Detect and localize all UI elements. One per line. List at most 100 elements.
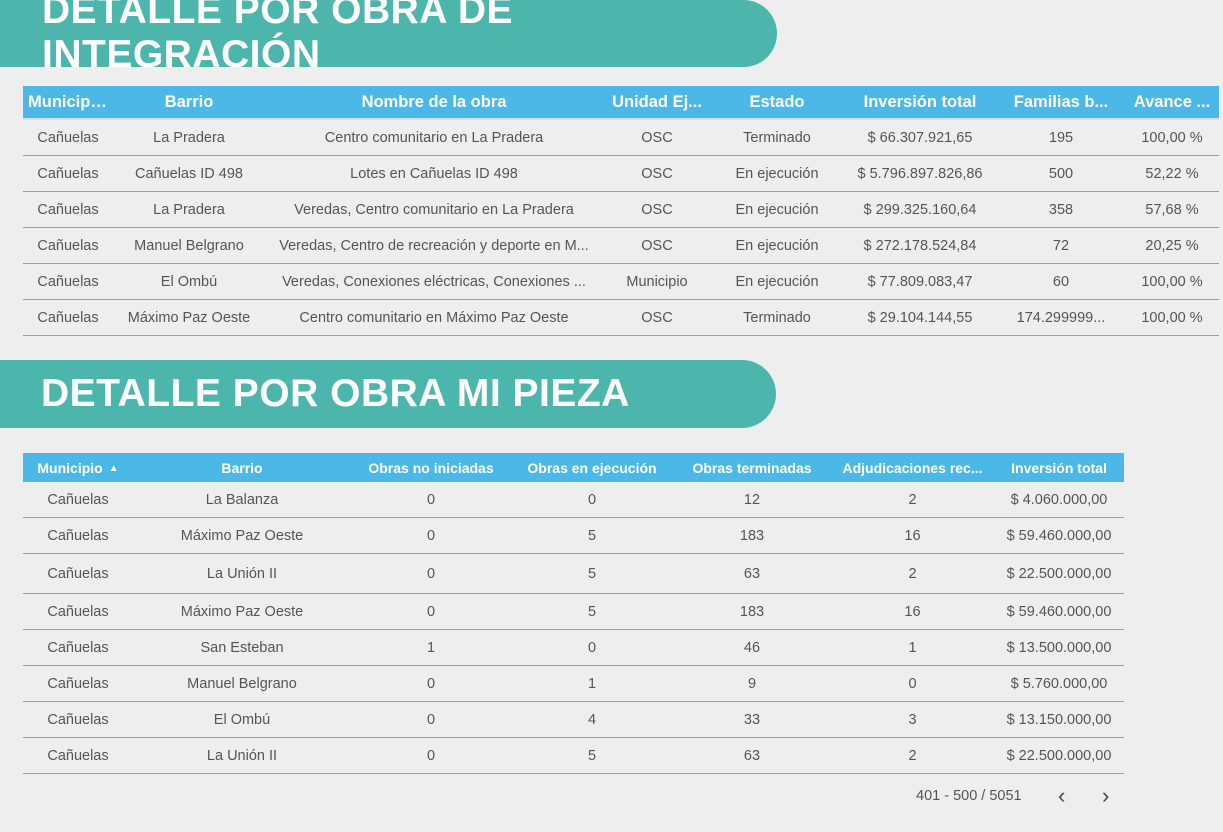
pagination-range: 401 - 500 / 5051 [916,788,1022,804]
table-row[interactable]: Cañuelas Manuel Belgrano Veredas, Centro d… [23,227,1219,264]
header-row: Municipio ▲ Barrio Obras no iniciadas Obr… [23,453,1124,482]
section-title: DETALLE POR OBRA MI PIEZA [41,372,630,415]
cell-inversion-total: $ 299.325.160,64 [843,191,997,228]
col-header-nombre-obra[interactable]: Nombre de la obra [265,86,603,119]
cell-adjudicaciones: 16 [831,593,994,630]
col-header-estado[interactable]: Estado [711,86,843,119]
cell-inversion-total: $ 66.307.921,65 [843,118,997,156]
cell-avance: 20,25 % [1125,227,1219,264]
table-row[interactable]: Cañuelas Máximo Paz Oeste 0 5 183 16 $ 59.460.… [23,517,1124,554]
cell-obras-no-iniciadas: 1 [351,629,511,666]
cell-estado: En ejecución [711,191,843,228]
col-header-municipio[interactable]: Municipio ▲ [23,453,133,482]
table-row[interactable]: Cañuelas La Unión II 0 5 63 2 $ 22.500.000,00 [23,553,1124,594]
col-header-obras-no-iniciadas[interactable]: Obras no iniciadas [351,453,511,482]
cell-municipio: Cañuelas [23,299,113,336]
table-row[interactable]: Cañuelas El Ombú 0 4 33 3 $ 13.150.000,00 [23,701,1124,738]
cell-obras-terminadas: 12 [673,482,831,518]
table-row[interactable]: Cañuelas Máximo Paz Oeste Centro comunitar… [23,299,1219,336]
col-header-barrio[interactable]: Barrio [133,453,351,482]
cell-adjudicaciones: 2 [831,553,994,594]
cell-familias: 72 [997,227,1125,264]
cell-nombre-obra: Lotes en Cañuelas ID 498 [265,155,603,192]
col-header-avance[interactable]: Avance ... [1125,86,1219,119]
cell-obras-no-iniciadas: 0 [351,517,511,554]
cell-municipio: Cañuelas [23,701,133,738]
cell-adjudicaciones: 16 [831,517,994,554]
table-row[interactable]: Cañuelas Cañuelas ID 498 Lotes en Cañuelas… [23,155,1219,192]
col-header-familias[interactable]: Familias b... [997,86,1125,119]
cell-barrio: El Ombú [113,263,265,300]
cell-inversion-total: $ 59.460.000,00 [994,517,1124,554]
cell-barrio: El Ombú [133,701,351,738]
cell-inversion-total: $ 4.060.000,00 [994,482,1124,518]
cell-unidad-ejecutora: OSC [603,155,711,192]
cell-familias: 60 [997,263,1125,300]
section-banner-mi-pieza: DETALLE POR OBRA MI PIEZA [0,360,776,428]
cell-avance: 100,00 % [1125,299,1219,336]
cell-obras-en-ejecucion: 5 [511,553,673,594]
cell-inversion-total: $ 5.796.897.826,86 [843,155,997,192]
cell-estado: Terminado [711,118,843,156]
table-row[interactable]: Cañuelas La Pradera Veredas, Centro comuni… [23,191,1219,228]
col-header-unidad-ejecutora[interactable]: Unidad Ej... [603,86,711,119]
cell-inversion-total: $ 22.500.000,00 [994,553,1124,594]
cell-inversion-total: $ 29.104.144,55 [843,299,997,336]
cell-estado: Terminado [711,299,843,336]
chevron-left-icon[interactable]: ‹ [1057,783,1066,808]
cell-municipio: Cañuelas [23,191,113,228]
cell-municipio: Cañuelas [23,593,133,630]
cell-familias: 358 [997,191,1125,228]
cell-obras-terminadas: 33 [673,701,831,738]
cell-obras-en-ejecucion: 0 [511,482,673,518]
table-row[interactable]: Cañuelas La Pradera Centro comunitario en … [23,118,1219,156]
table-row[interactable]: Cañuelas Máximo Paz Oeste 0 5 183 16 $ 59.460.… [23,593,1124,630]
cell-barrio: Cañuelas ID 498 [113,155,265,192]
col-header-municipio[interactable]: Municipio▼ [23,86,113,119]
cell-estado: En ejecución [711,155,843,192]
table-row[interactable]: Cañuelas Manuel Belgrano 0 1 9 0 $ 5.760.000,0… [23,665,1124,702]
col-header-inversion-total[interactable]: Inversión total [994,453,1124,482]
col-header-barrio[interactable]: Barrio [113,86,265,119]
integracion-table: Municipio▼ Barrio Nombre de la obra Unid… [23,86,1219,336]
cell-inversion-total: $ 59.460.000,00 [994,593,1124,630]
table-row[interactable]: Cañuelas San Esteban 1 0 46 1 $ 13.500.000,00 [23,629,1124,666]
cell-inversion-total: $ 5.760.000,00 [994,665,1124,702]
cell-municipio: Cañuelas [23,553,133,594]
sort-asc-icon[interactable]: ▲ [108,463,119,475]
col-header-adjudicaciones[interactable]: Adjudicaciones rec... [831,453,994,482]
cell-municipio: Cañuelas [23,517,133,554]
cell-obras-terminadas: 9 [673,665,831,702]
cell-obras-en-ejecucion: 4 [511,701,673,738]
cell-avance: 100,00 % [1125,263,1219,300]
cell-inversion-total: $ 272.178.524,84 [843,227,997,264]
cell-inversion-total: $ 13.150.000,00 [994,701,1124,738]
cell-avance: 52,22 % [1125,155,1219,192]
cell-obras-terminadas: 63 [673,553,831,594]
cell-obras-terminadas: 46 [673,629,831,666]
col-header-obras-terminadas[interactable]: Obras terminadas [673,453,831,482]
cell-estado: En ejecución [711,263,843,300]
cell-inversion-total: $ 77.809.083,47 [843,263,997,300]
cell-barrio: San Esteban [133,629,351,666]
cell-obras-no-iniciadas: 0 [351,665,511,702]
sort-desc-icon[interactable]: ▼ [111,97,113,108]
cell-adjudicaciones: 2 [831,737,994,774]
cell-familias: 195 [997,118,1125,156]
cell-barrio: La Balanza [133,482,351,518]
table-row[interactable]: Cañuelas La Balanza 0 0 12 2 $ 4.060.000,00 [23,482,1124,518]
cell-adjudicaciones: 3 [831,701,994,738]
chevron-right-icon[interactable]: › [1101,783,1110,808]
cell-familias: 174.299999... [997,299,1125,336]
col-header-inversion-total[interactable]: Inversión total [843,86,997,119]
cell-municipio: Cañuelas [23,482,133,518]
cell-barrio: La Pradera [113,191,265,228]
table-row[interactable]: Cañuelas El Ombú Veredas, Conexiones eléct… [23,263,1219,300]
cell-municipio: Cañuelas [23,118,113,156]
cell-barrio: Máximo Paz Oeste [133,593,351,630]
cell-obras-no-iniciadas: 0 [351,593,511,630]
cell-municipio: Cañuelas [23,227,113,264]
col-header-obras-en-ejecucion[interactable]: Obras en ejecución [511,453,673,482]
table-row[interactable]: Cañuelas La Unión II 0 5 63 2 $ 22.500.000,00 [23,737,1124,774]
cell-inversion-total: $ 13.500.000,00 [994,629,1124,666]
